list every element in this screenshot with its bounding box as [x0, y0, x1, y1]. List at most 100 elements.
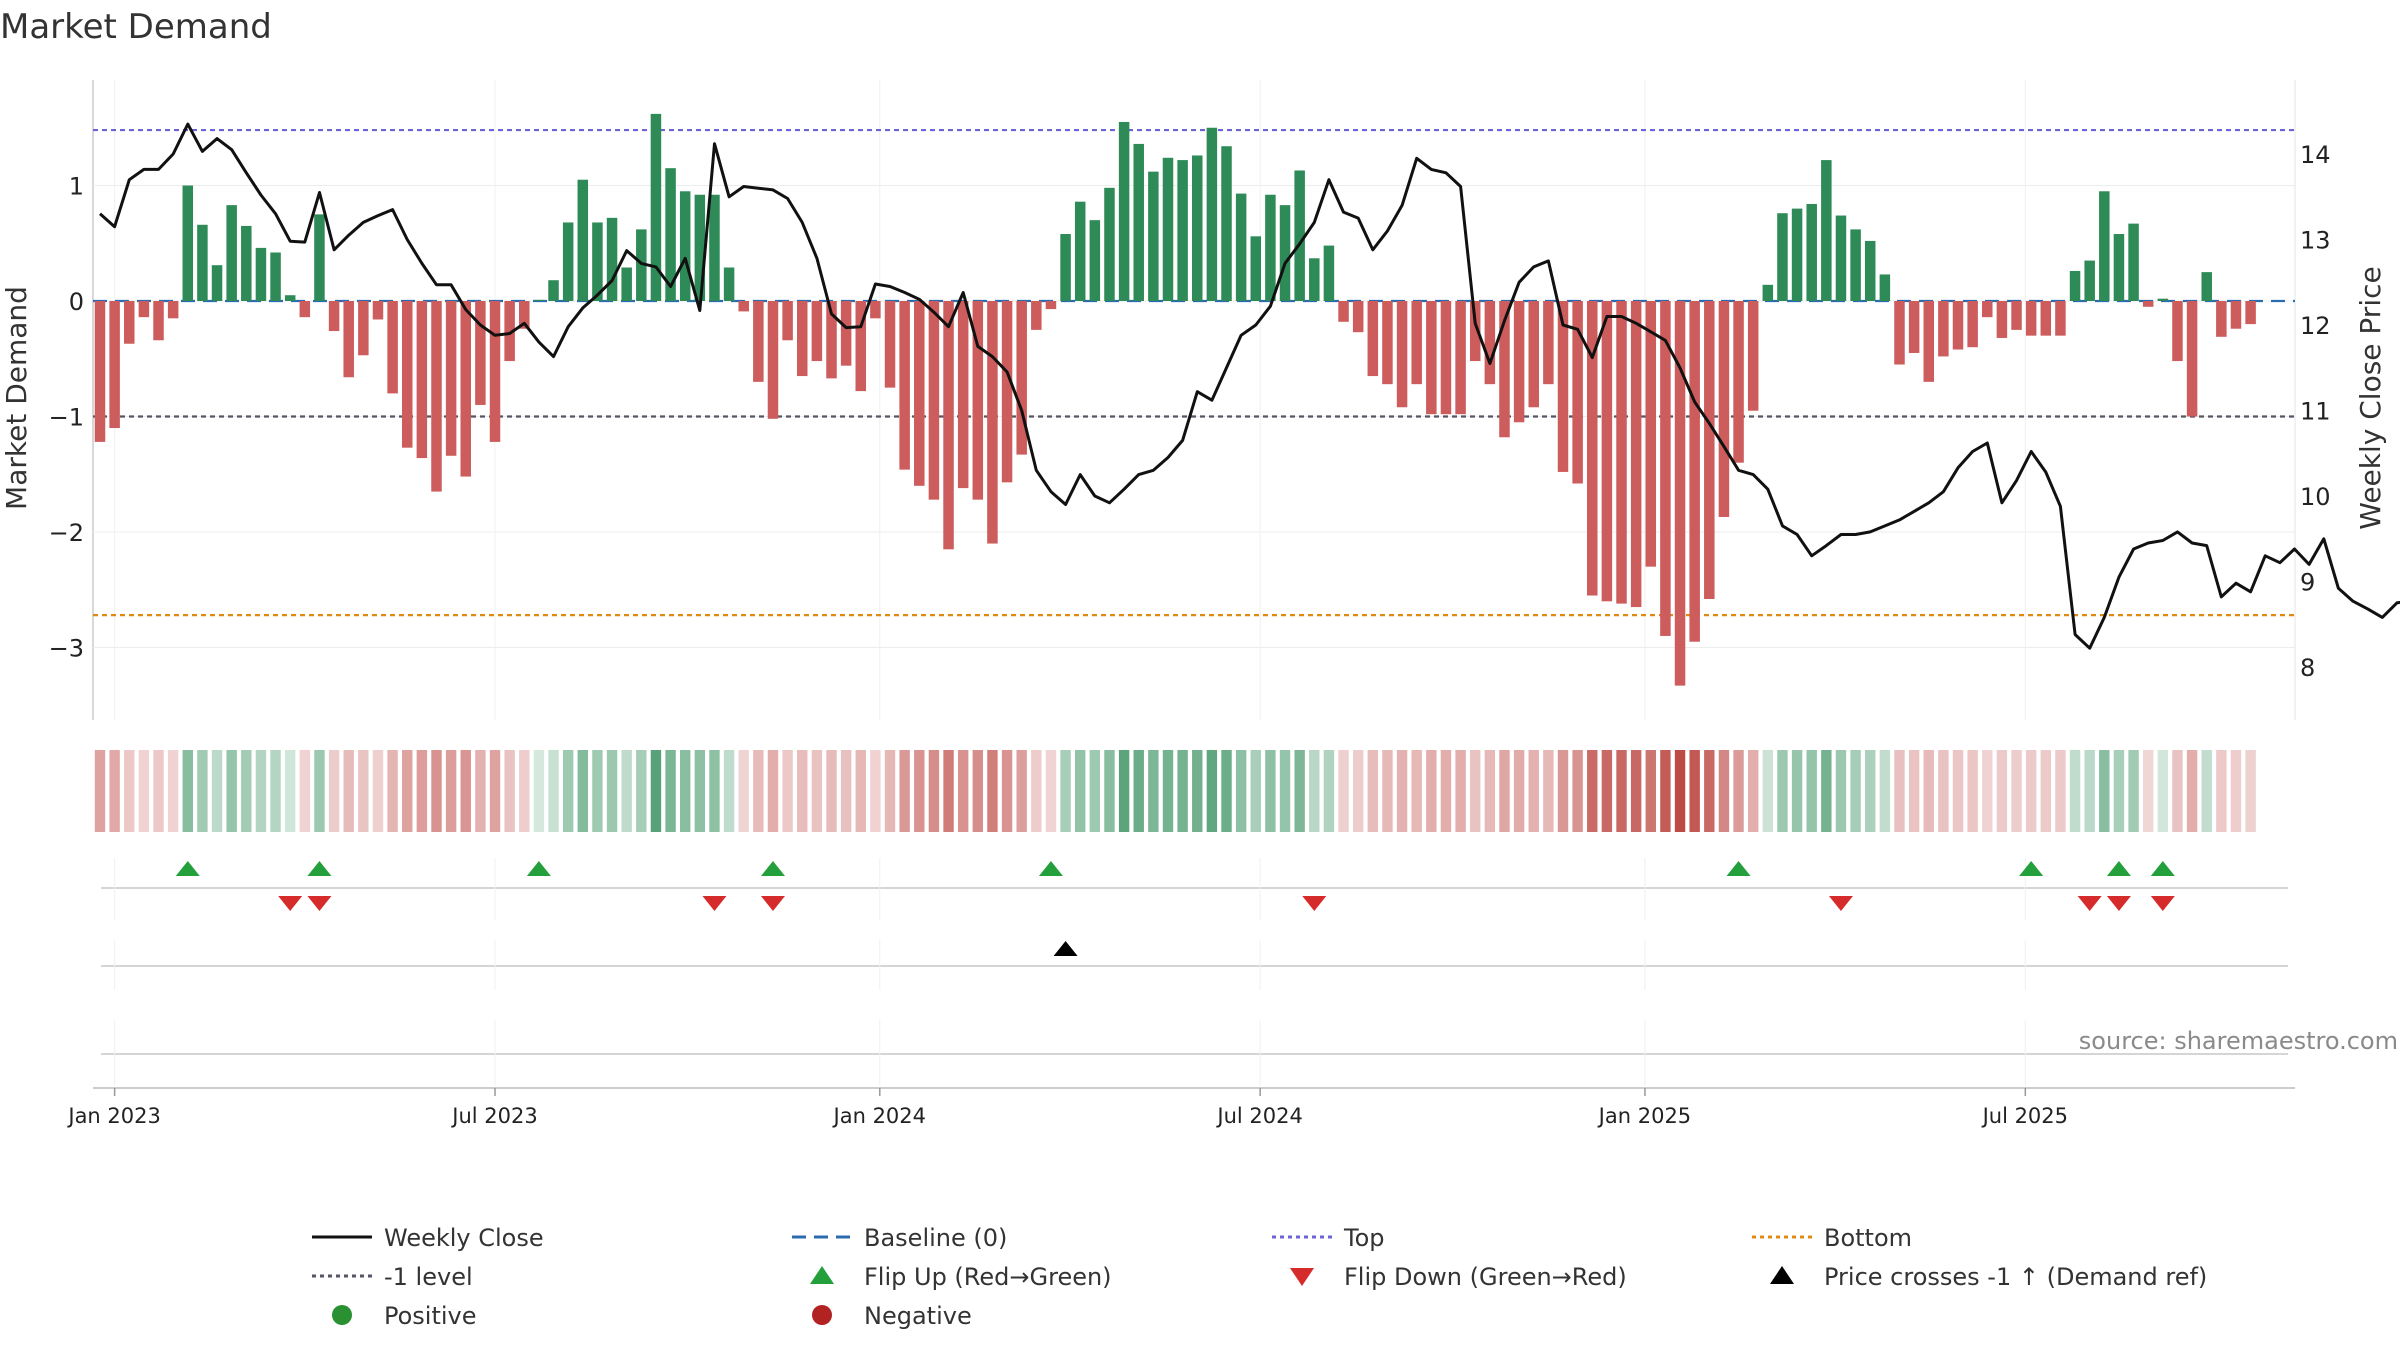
demand-bar	[1777, 213, 1788, 301]
heat-cell	[1572, 750, 1583, 832]
demand-bar	[972, 301, 984, 500]
demand-bar	[738, 301, 749, 312]
heat-cell	[2157, 750, 2169, 832]
flip-down-marker	[2150, 896, 2175, 911]
heat-cell	[1118, 750, 1130, 832]
demand-bar	[1543, 301, 1554, 385]
demand-bar	[1967, 301, 1978, 348]
demand-bar	[504, 301, 515, 362]
heat-cell	[2025, 750, 2037, 832]
heat-cell	[606, 750, 618, 832]
y-tick-label: 0	[69, 288, 84, 316]
flip-down-marker	[307, 896, 332, 911]
demand-bar	[343, 301, 354, 378]
demand-bar	[1294, 170, 1305, 301]
heat-cell	[1470, 750, 1481, 832]
heat-cell	[1718, 750, 1730, 832]
demand-bar	[475, 301, 486, 405]
demand-bar	[1148, 171, 1159, 301]
heat-cell	[2099, 750, 2110, 832]
heat-cell	[1235, 750, 1247, 832]
heat-cell	[1806, 750, 1817, 832]
empty-panel	[101, 1020, 2288, 1086]
heat-cell	[797, 750, 808, 832]
heat-cell	[840, 750, 852, 832]
demand-bar	[1382, 301, 1393, 385]
heat-cell	[2113, 750, 2125, 832]
heat-cell	[636, 750, 647, 832]
heat-cell	[431, 750, 442, 832]
heat-cell	[2143, 750, 2154, 832]
heat-cell	[314, 750, 325, 832]
source-credit: source: sharemaestro.com	[2079, 1027, 2398, 1055]
demand-bar	[328, 301, 340, 332]
heat-cell	[972, 750, 983, 832]
demand-bar	[270, 252, 281, 301]
heat-cell	[1967, 750, 1978, 832]
heat-cell	[372, 750, 384, 832]
demand-bar	[2245, 301, 2256, 325]
heat-cell	[1367, 750, 1379, 832]
heat-cell	[1894, 750, 1905, 832]
heat-cell	[255, 750, 267, 832]
demand-bar	[1045, 301, 1057, 310]
heat-cell	[1294, 750, 1305, 832]
demand-bar	[153, 301, 164, 341]
heat-cell	[665, 750, 676, 832]
demand-bar	[636, 229, 647, 301]
heat-cell	[1543, 750, 1554, 832]
heat-cell	[811, 750, 823, 832]
heat-cell	[1630, 750, 1642, 832]
flip-down-marker	[702, 896, 727, 911]
legend-label: Negative	[864, 1302, 972, 1330]
demand-bar	[182, 185, 194, 301]
demand-bar	[709, 194, 720, 301]
demand-bar	[2011, 301, 2022, 330]
heat-cell	[723, 750, 735, 832]
heat-cell	[2069, 750, 2081, 832]
heat-cell	[504, 750, 515, 832]
demand-bar	[314, 214, 325, 301]
legend-label: Bottom	[1824, 1224, 1912, 1252]
heat-cell	[826, 750, 837, 832]
flip-markers-panel	[101, 858, 2288, 920]
heat-cell	[767, 750, 779, 832]
heat-cell	[1104, 750, 1115, 832]
heat-cell	[1148, 750, 1159, 832]
heat-cell	[738, 750, 749, 832]
demand-bar	[1440, 301, 1452, 415]
legend-label: Positive	[384, 1302, 477, 1330]
heat-cell	[1645, 750, 1656, 832]
heat-cell	[1323, 750, 1335, 832]
legend-label: Price crosses -1 ↑ (Demand ref)	[1824, 1263, 2207, 1291]
heat-cell	[1250, 750, 1261, 832]
heat-cell	[343, 750, 354, 832]
heat-cell	[1660, 750, 1671, 832]
demand-bar	[1894, 301, 1905, 365]
demand-bar	[226, 205, 237, 301]
x-tick-label: Jul 2023	[450, 1104, 537, 1128]
heat-cell	[753, 750, 764, 832]
heat-cell	[270, 750, 281, 832]
heat-cell	[1762, 750, 1774, 832]
demand-bar	[1982, 301, 1993, 318]
heat-cell	[358, 750, 369, 832]
demand-bar	[1587, 301, 1598, 596]
demand-bar	[548, 280, 559, 301]
heat-cell	[2172, 750, 2183, 832]
heat-cell	[284, 750, 296, 832]
demand-bar	[1996, 301, 2008, 338]
heat-cell	[1031, 750, 1042, 832]
demand-bar	[1645, 301, 1657, 567]
heat-cell	[709, 750, 720, 832]
heat-cell	[694, 750, 706, 832]
heat-cell	[1996, 750, 2008, 832]
heat-cell	[1908, 750, 1920, 832]
y2-tick-label: 12	[2300, 312, 2331, 340]
heat-cell	[1821, 750, 1832, 832]
heat-cell	[1689, 750, 1700, 832]
y2-tick-label: 14	[2300, 141, 2331, 169]
heat-cell	[226, 750, 237, 832]
demand-bar	[1499, 301, 1510, 438]
demand-bar	[782, 301, 793, 341]
